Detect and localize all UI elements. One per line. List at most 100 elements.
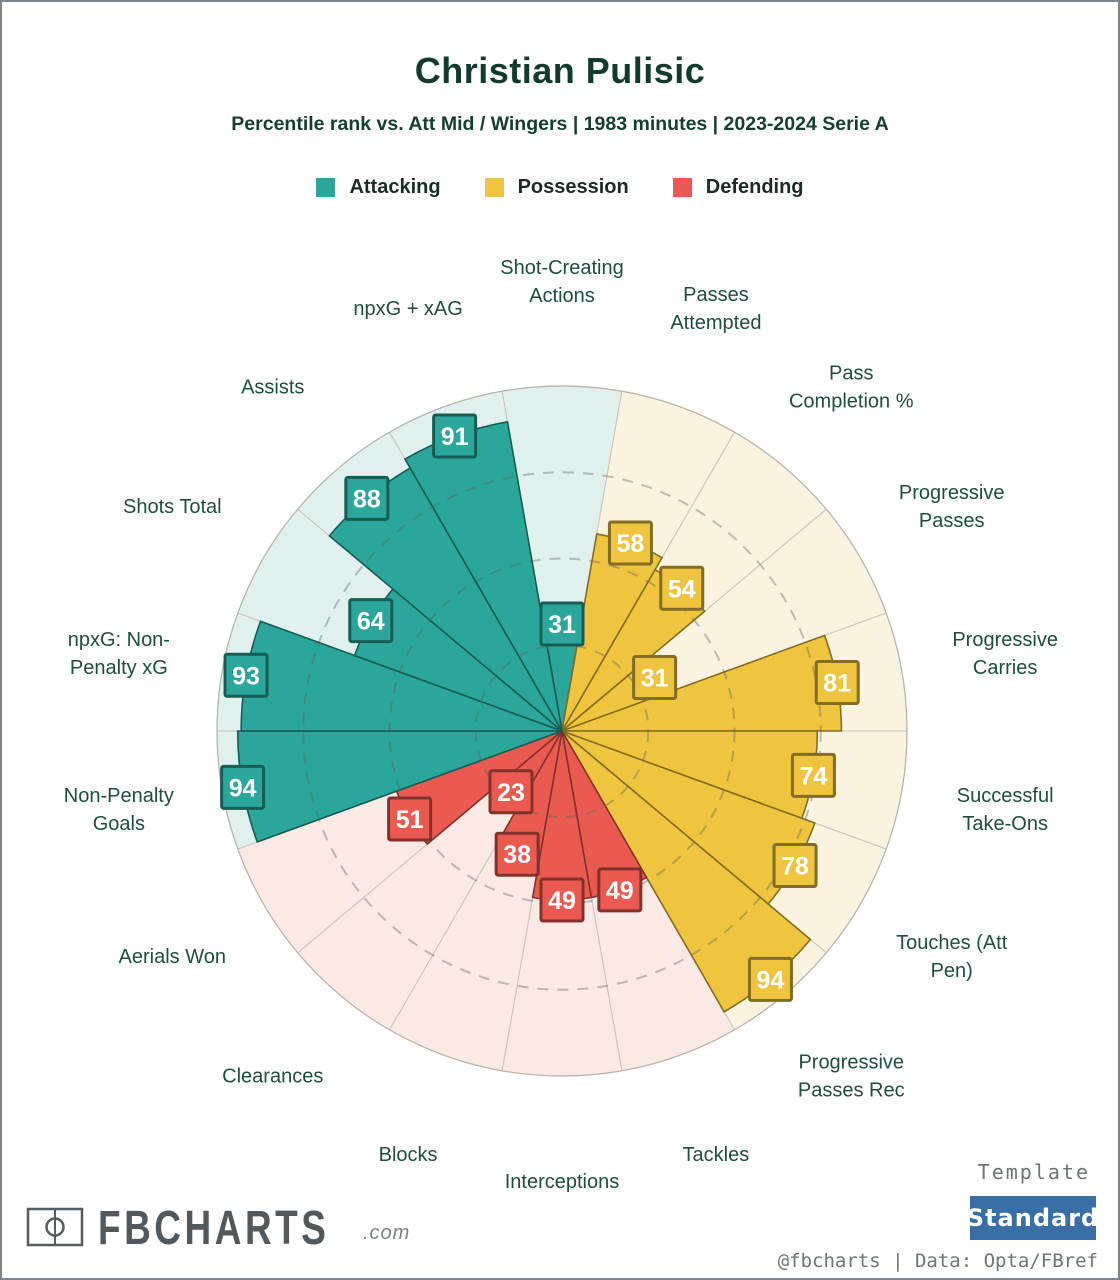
badge-aerials-won: 51 <box>387 796 433 842</box>
metric-label-shots-total: Shots Total <box>123 496 222 518</box>
bg-wedge-npxg-xag <box>388 390 563 732</box>
badge-passes-attempted: 58 <box>607 520 653 566</box>
metric-label-passes-attempted: Passes Attempted <box>670 284 761 334</box>
badge-npxg-non-penalty-xg: 93 <box>223 652 269 698</box>
badge-value: 78 <box>781 853 809 881</box>
slice-non-penalty-goals <box>236 730 563 843</box>
badge-tackles: 49 <box>597 867 643 913</box>
metric-label-shot-creating-actions: Shot-Creating Actions <box>500 257 623 307</box>
badge-value: 81 <box>823 669 851 697</box>
metric-label-progressive-carries: Progressive Carries <box>952 629 1058 679</box>
badge-clearances: 23 <box>488 769 534 815</box>
legend-item-possession: Possession <box>484 176 629 199</box>
outer-circle <box>216 385 908 1077</box>
metric-label-progressive-passes: Progressive Passes <box>899 482 1005 532</box>
bg-wedge-shot-creating-actions <box>501 385 623 732</box>
slice-interceptions <box>531 730 593 901</box>
badge-box <box>539 601 585 647</box>
legend-label: Attacking <box>349 176 441 198</box>
slice-pass-completion <box>561 568 706 732</box>
bg-wedge-touches-att-pen <box>561 730 887 954</box>
badge-progressive-carries: 81 <box>814 659 860 705</box>
slice-progressive-passes-rec <box>561 730 812 1013</box>
badge-value: 49 <box>606 877 634 905</box>
badge-assists: 88 <box>344 475 390 521</box>
bg-wedge-pass-completion <box>561 431 827 732</box>
badge-box <box>223 652 269 698</box>
badge-value: 94 <box>229 774 257 802</box>
badge-shots-total: 64 <box>348 598 394 644</box>
metric-label-aerials-won: Aerials Won <box>119 946 226 968</box>
legend-label: Defending <box>705 176 804 198</box>
bg-wedge-successful-take-ons <box>561 730 908 850</box>
metric-label-npxg-xag: npxG + xAG <box>353 298 463 320</box>
legend-label: Possession <box>517 176 629 198</box>
template-standard-button[interactable]: Standard <box>967 1196 1098 1240</box>
bg-wedge-npxg-non-penalty-xg <box>216 612 563 732</box>
badge-box <box>814 659 860 705</box>
badge-value: 31 <box>641 665 669 693</box>
badge-box <box>387 796 433 842</box>
badge-blocks: 38 <box>494 831 540 877</box>
bg-wedge-blocks <box>388 730 563 1072</box>
badge-value: 74 <box>800 762 828 790</box>
bg-wedge-progressive-passes <box>561 508 887 732</box>
slice-npxg-non-penalty-xg <box>240 620 563 732</box>
metric-label-assists: Assists <box>241 376 304 398</box>
badge-value: 58 <box>617 530 645 558</box>
badge-box <box>659 565 705 611</box>
slice-progressive-carries <box>561 634 843 732</box>
page-title: Christian Pulisic <box>414 50 706 91</box>
slice-successful-take-ons <box>561 730 819 820</box>
bg-wedge-assists <box>297 431 563 732</box>
legend-item-defending: Defending <box>672 176 804 199</box>
badge-successful-take-ons: 74 <box>790 752 836 798</box>
brand-logo: FBCHARTS .com <box>26 1201 410 1254</box>
bg-wedge-shots-total <box>237 508 563 732</box>
badge-npxg-xag: 91 <box>432 413 478 459</box>
slice-passes-attempted <box>561 533 664 732</box>
legend-swatch-attacking <box>316 178 336 197</box>
metric-label-tackles: Tackles <box>683 1144 750 1166</box>
bg-wedge-passes-attempted <box>561 390 736 732</box>
badge-value: 93 <box>232 662 260 690</box>
badge-box <box>790 752 836 798</box>
badge-box <box>747 956 793 1002</box>
badge-value: 91 <box>441 423 469 451</box>
slice-npxg-xag <box>403 420 563 732</box>
brand-name: FBCHARTS <box>98 1200 330 1255</box>
badge-progressive-passes-rec: 94 <box>747 956 793 1002</box>
badge-box <box>632 655 678 701</box>
badge-value: 49 <box>548 887 576 915</box>
slice-touches-att-pen <box>561 730 816 906</box>
metric-label-blocks: Blocks <box>379 1144 438 1166</box>
badge-box <box>432 413 478 459</box>
bg-wedge-interceptions <box>501 730 623 1077</box>
legend-swatch-defending <box>672 178 692 197</box>
badge-value: 38 <box>503 841 531 869</box>
badge-box <box>344 475 390 521</box>
slice-assists <box>328 466 563 732</box>
badge-pass-completion: 54 <box>659 565 705 611</box>
slice-tackles <box>561 730 648 899</box>
metric-label-successful-take-ons: Successful Take-Ons <box>957 785 1054 835</box>
metric-label-interceptions: Interceptions <box>505 1171 620 1193</box>
badge-shot-creating-actions: 31 <box>539 601 585 647</box>
badge-value: 64 <box>357 608 385 636</box>
grid-circle-25 <box>474 643 650 819</box>
pitch-icon <box>26 1205 84 1252</box>
metric-label-pass-completion: Pass Completion % <box>789 362 914 412</box>
badge-touches-att-pen: 78 <box>772 843 818 889</box>
metric-label-progressive-passes-rec: Progressive Passes Rec <box>798 1052 905 1102</box>
badge-value: 23 <box>497 779 525 807</box>
credit-text: @fbcharts | Data: Opta/FBref <box>777 1250 1098 1272</box>
bg-wedge-progressive-passes-rec <box>561 730 827 1031</box>
badge-box <box>488 769 534 815</box>
grid-circle-75 <box>302 471 822 991</box>
metric-label-npxg-non-penalty-xg: npxG: Non-Penalty xG <box>68 629 170 679</box>
badge-box <box>494 831 540 877</box>
badge-box <box>597 867 643 913</box>
slice-clearances <box>500 730 563 801</box>
badge-interceptions: 49 <box>539 877 585 923</box>
